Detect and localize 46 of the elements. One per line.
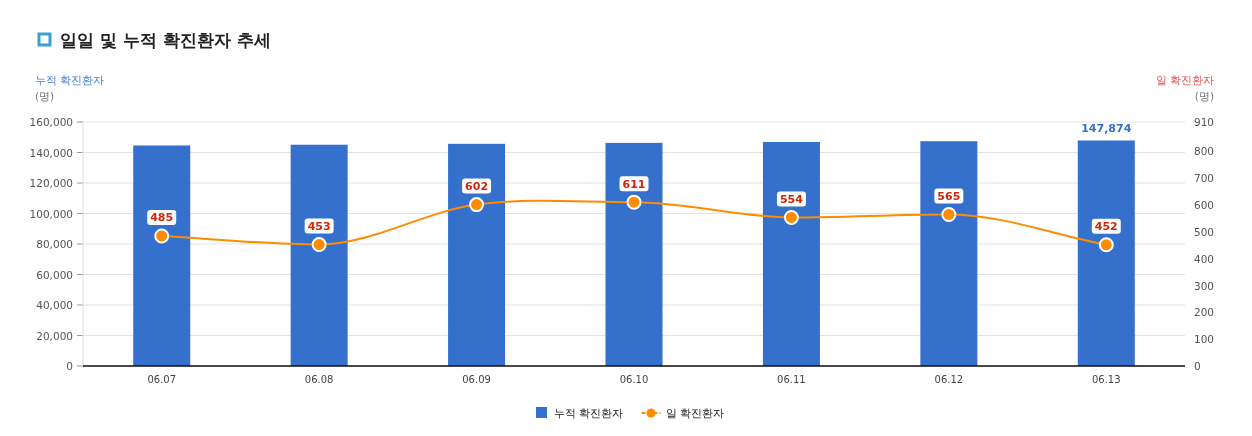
data-label: 565 — [937, 190, 961, 204]
legend-label: 일 확진환자 — [665, 407, 724, 420]
x-tick-label: 06.08 — [304, 374, 334, 385]
y-tick-label: 0 — [66, 360, 73, 372]
x-tick-label: 06.09 — [462, 374, 491, 385]
y-tick-label: 160,000 — [29, 116, 73, 128]
y2-tick-label: 100 — [1194, 333, 1215, 346]
x-tick-label: 06.10 — [619, 374, 649, 385]
data-label: 452 — [1094, 220, 1118, 234]
point — [941, 207, 957, 223]
data-label: 554 — [779, 192, 804, 206]
y-tick-label: 80,000 — [36, 238, 73, 250]
x-tick-label: 06.13 — [1091, 374, 1121, 385]
data-label: 453 — [307, 220, 331, 234]
y2-tick-label: 400 — [1194, 252, 1215, 265]
y2-tick-label: 0 — [1194, 360, 1201, 372]
data-label: 147,874 — [1081, 122, 1132, 136]
y-axis-title: 누적 확진환자 (명) — [35, 74, 105, 102]
x-tick-label: 06.12 — [934, 374, 964, 385]
point — [469, 197, 485, 213]
y2-axis-title: 일 확진환자 (명) — [1155, 74, 1214, 102]
point — [1098, 237, 1114, 253]
point — [311, 237, 327, 253]
y2-tick-label: 700 — [1194, 172, 1215, 185]
x-tick-label: 06.07 — [147, 374, 177, 385]
y-tick-label: 40,000 — [36, 299, 73, 311]
y2-tick-label: 300 — [1194, 279, 1215, 292]
y-tick-label: 120,000 — [29, 177, 73, 189]
data-label: 485 — [150, 211, 174, 225]
y-tick-label: 20,000 — [36, 329, 73, 342]
point — [626, 194, 642, 210]
data-label: 611 — [622, 177, 646, 191]
y2-tick-label: 800 — [1194, 145, 1215, 158]
legend-label: 누적 확진환자 — [554, 407, 624, 420]
point — [154, 228, 170, 244]
y-tick-label: 100,000 — [29, 207, 73, 220]
data-label: 602 — [465, 180, 489, 194]
y2-tick-label: 910 — [1194, 116, 1215, 128]
chart-title: 일일 및 누적 확진환자 추세 — [60, 30, 271, 50]
y2-tick-label: 200 — [1194, 306, 1215, 319]
y2-tick-label: 500 — [1194, 225, 1215, 238]
y2-tick-label: 600 — [1194, 199, 1215, 212]
y-tick-label: 60,000 — [36, 268, 73, 281]
y-tick-label: 140,000 — [29, 146, 73, 159]
x-tick-label: 06.11 — [777, 374, 806, 385]
point — [783, 209, 799, 225]
